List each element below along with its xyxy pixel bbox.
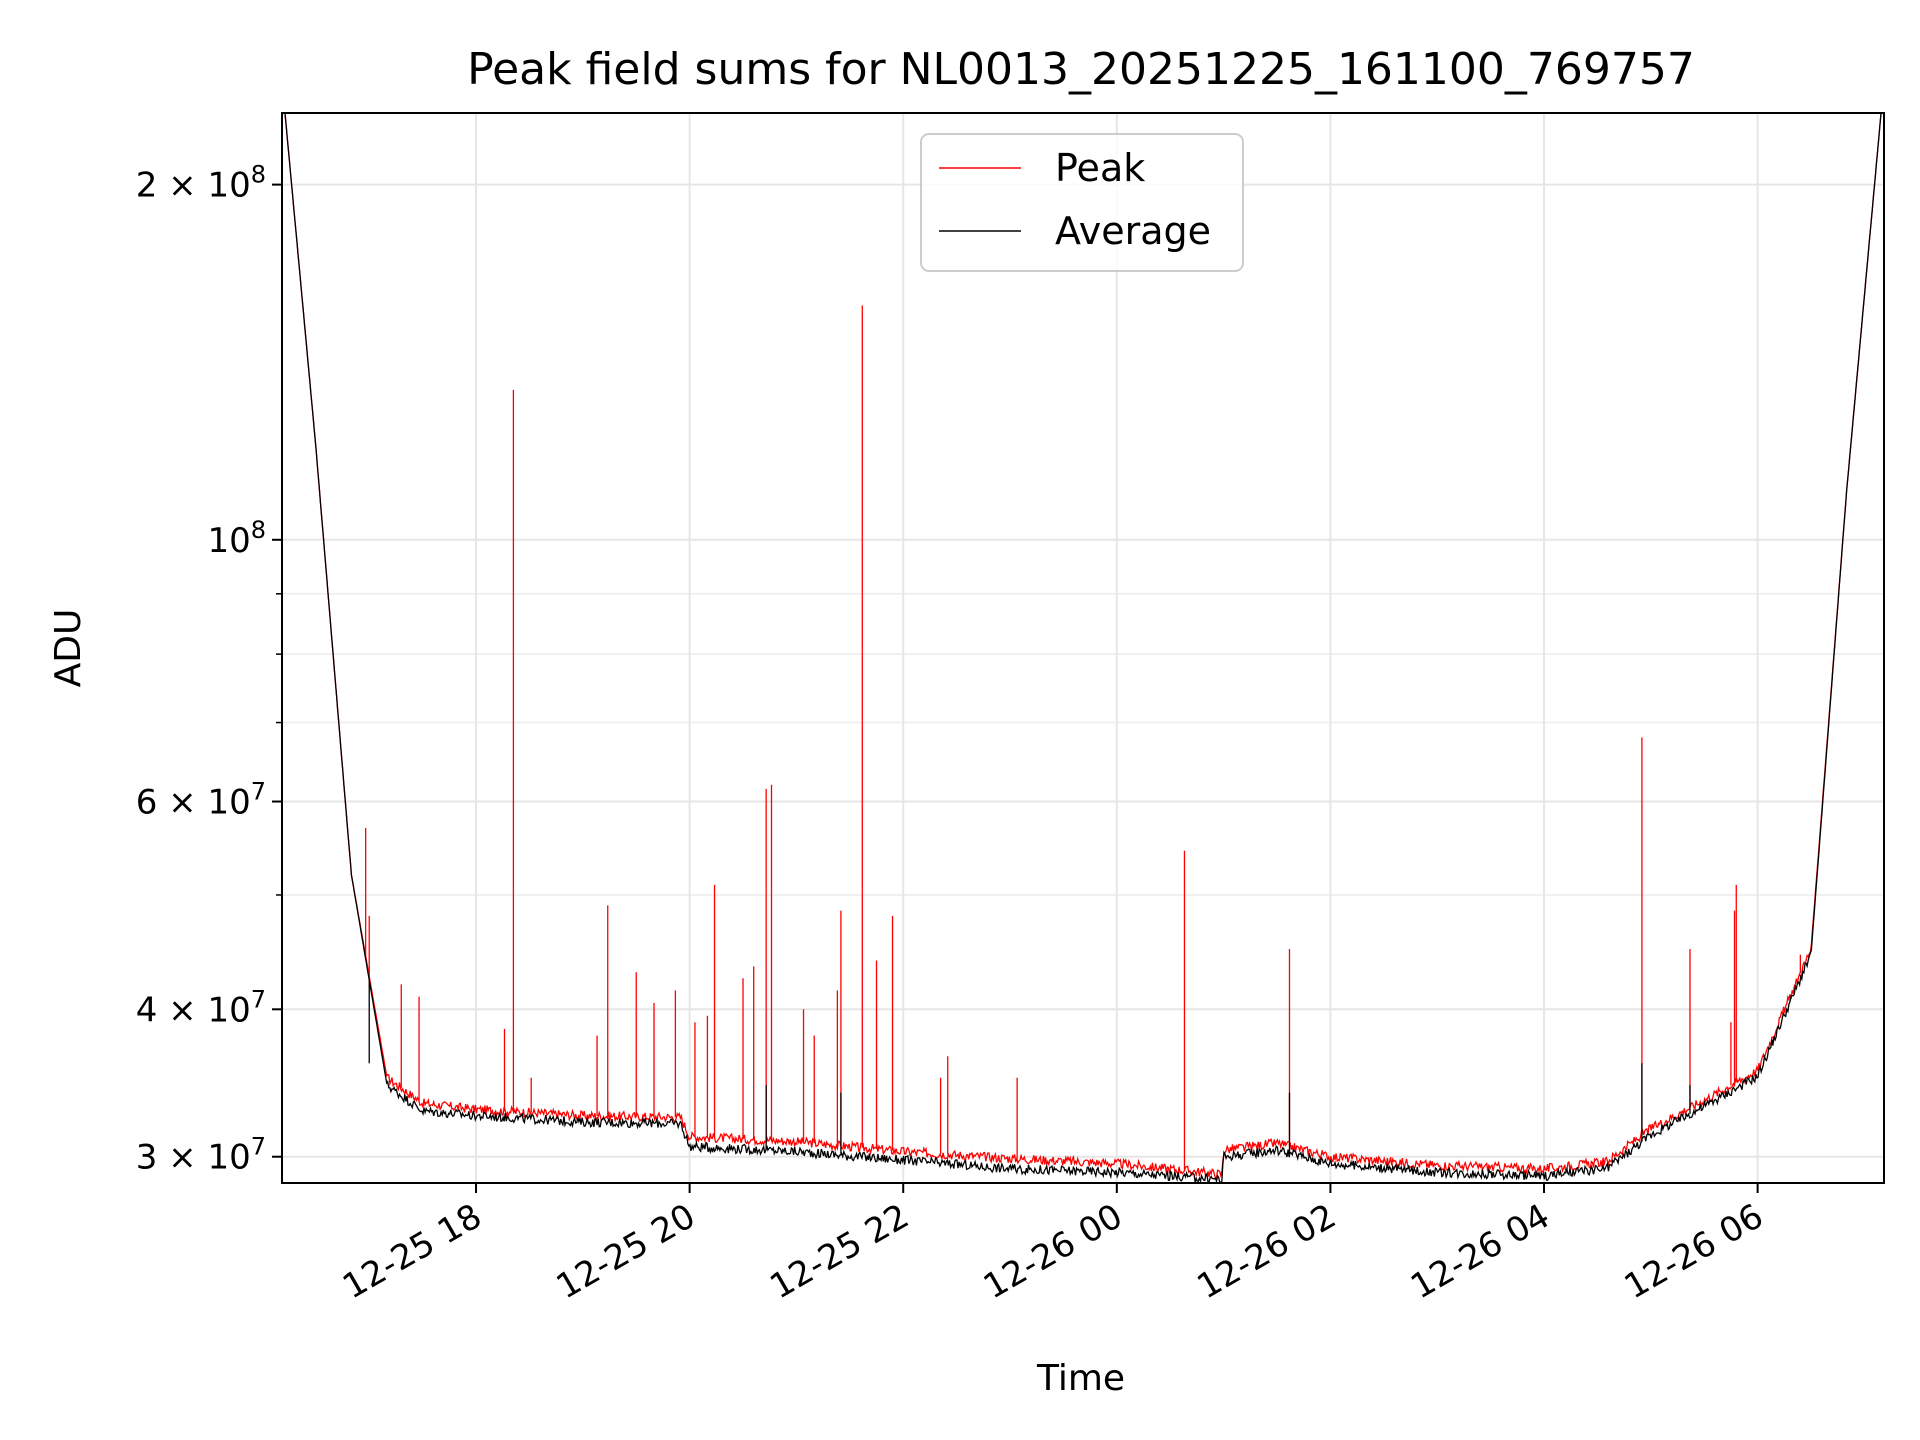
y-tick-label: 6 × 107 <box>136 778 266 823</box>
legend-label-peak: Peak <box>1055 146 1145 190</box>
y-axis-ticks: 3 × 107 4 × 107 6 × 107 108 2 × 108 <box>136 161 282 1178</box>
y-tick-label: 2 × 108 <box>136 161 266 206</box>
legend-label-average: Average <box>1055 209 1211 253</box>
chart-title: Peak field sums for NL0013_20251225_1611… <box>467 44 1695 95</box>
series-lines <box>284 113 1882 1183</box>
plot-frame <box>281 112 1885 1184</box>
y-axis-label: ADU <box>48 609 89 688</box>
legend: Peak Average <box>920 133 1244 272</box>
series-line-peak <box>284 113 1882 1179</box>
grid <box>282 113 1884 1183</box>
x-axis-label: Time <box>1036 1358 1125 1399</box>
y-tick-label: 108 <box>207 516 266 561</box>
y-tick-label: 3 × 107 <box>136 1133 266 1178</box>
y-tick-label: 4 × 107 <box>136 985 266 1030</box>
series-line-average <box>284 113 1882 1183</box>
